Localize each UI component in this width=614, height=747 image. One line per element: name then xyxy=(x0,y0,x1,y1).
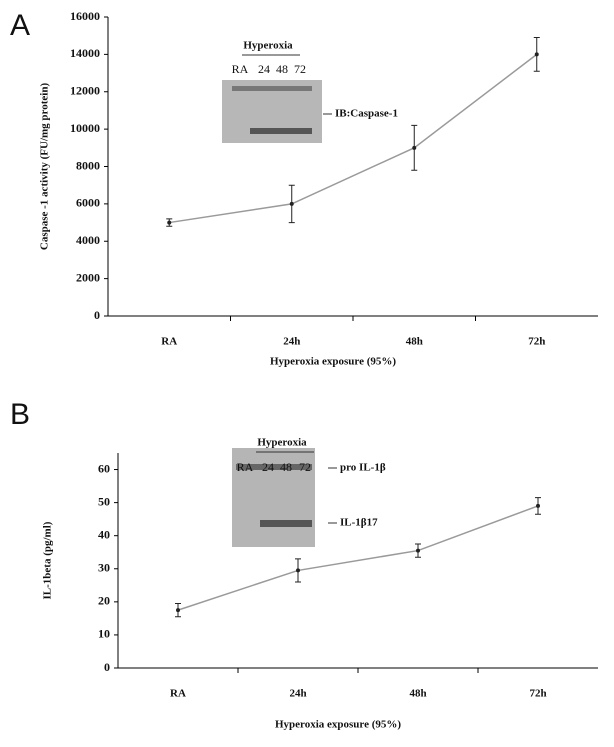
x-tick-label: 24h xyxy=(283,336,300,348)
y-tick-label: 50 xyxy=(98,494,110,508)
lane-label: 24 xyxy=(262,460,274,474)
point xyxy=(412,145,417,150)
point xyxy=(296,568,300,573)
y-tick-label: 2000 xyxy=(76,270,100,284)
y-tick-label: 20 xyxy=(98,594,110,608)
lane-label: RA xyxy=(237,460,254,474)
lane-label: 24 xyxy=(258,62,270,76)
x-tick-label: RA xyxy=(170,688,186,700)
y-tick-label: 14000 xyxy=(70,46,100,60)
lane-label: 48 xyxy=(280,460,292,474)
y-tick-label: 40 xyxy=(98,527,110,541)
band-label: pro IL-1β xyxy=(340,462,386,474)
panel-label: B xyxy=(10,398,30,431)
lane-label: 48 xyxy=(276,62,288,76)
blot-image xyxy=(232,448,315,547)
y-axis-label: Caspase -1 activity (FU/mg protein) xyxy=(39,83,51,251)
point xyxy=(176,608,180,613)
point xyxy=(534,52,539,57)
inset-title: Hyperoxia xyxy=(257,437,307,449)
line xyxy=(177,505,539,611)
x-tick-label: 48h xyxy=(409,688,426,700)
y-tick-label: 30 xyxy=(98,561,110,575)
point xyxy=(289,201,294,206)
lane-label: 72 xyxy=(294,62,306,76)
x-tick-label: 48h xyxy=(406,336,423,348)
x-axis-label: Hyperoxia exposure (95%) xyxy=(275,719,401,731)
point xyxy=(416,548,420,553)
y-tick-label: 8000 xyxy=(76,158,100,172)
y-axis-label: IL-1beta (pg/ml) xyxy=(42,521,54,599)
y-tick-label: 10000 xyxy=(70,121,100,135)
y-tick-label: 60 xyxy=(98,461,110,475)
point xyxy=(167,220,172,225)
lane-label: 72 xyxy=(299,460,311,474)
y-tick-label: 0 xyxy=(94,308,100,322)
x-tick-label: 24h xyxy=(289,688,306,700)
x-axis-label: Hyperoxia exposure (95%) xyxy=(270,356,396,368)
y-tick-label: 10 xyxy=(98,627,110,641)
x-tick-label: 72h xyxy=(529,688,546,700)
y-tick-label: 0 xyxy=(104,660,110,674)
point xyxy=(536,503,540,508)
y-tick-label: 16000 xyxy=(70,9,100,23)
lane-label: RA xyxy=(232,62,249,76)
blot-image xyxy=(222,80,322,143)
x-tick-label: 72h xyxy=(528,336,545,348)
panel-label: A xyxy=(10,9,30,42)
y-tick-label: 12000 xyxy=(70,84,100,98)
line xyxy=(169,53,538,224)
x-tick-label: RA xyxy=(161,336,177,348)
inset-title: Hyperoxia xyxy=(243,40,293,52)
band-label: IL-1β17 xyxy=(340,517,378,529)
band-label: IB:Caspase-1 xyxy=(335,108,398,120)
y-tick-label: 4000 xyxy=(76,233,100,247)
y-tick-label: 6000 xyxy=(76,196,100,210)
